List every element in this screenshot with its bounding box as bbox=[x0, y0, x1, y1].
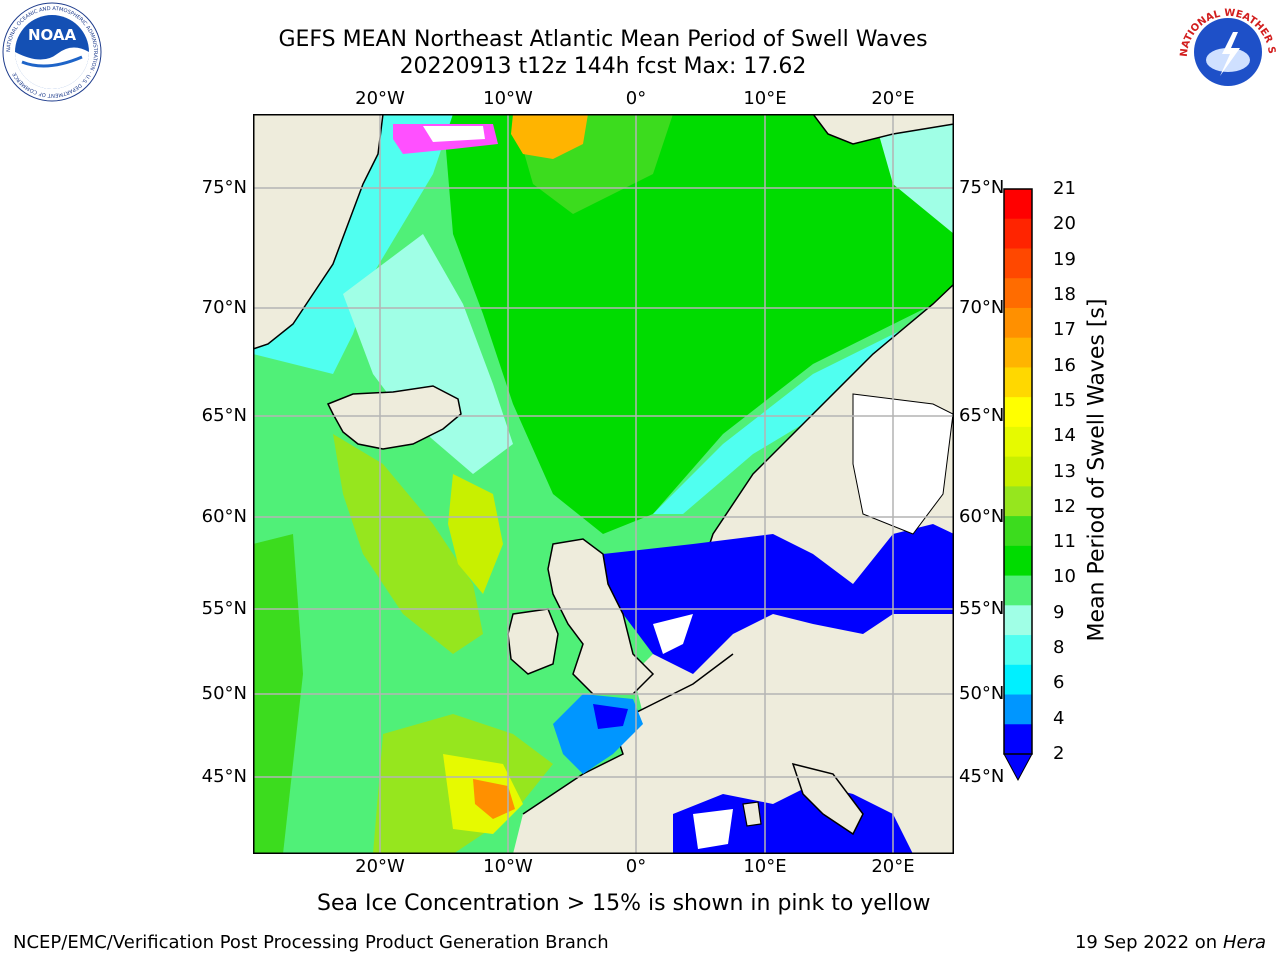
map-border bbox=[253, 114, 954, 854]
corsica-land bbox=[742, 801, 762, 827]
lat-tick-left: 65°N bbox=[201, 405, 247, 426]
colorbar-segment bbox=[1004, 575, 1032, 606]
colorbar-tick-label: 19 bbox=[1053, 248, 1076, 270]
colorbar-tick-label: 10 bbox=[1053, 566, 1076, 588]
map-subtitle: 20220913 t12z 144h fcst Max: 17.62 bbox=[399, 54, 807, 79]
lon-tick-bottom: 0° bbox=[625, 856, 647, 877]
colorbar-segment bbox=[1004, 516, 1032, 547]
colorbar-segment bbox=[1004, 426, 1032, 458]
colorbar-segment bbox=[1004, 367, 1032, 398]
colorbar-tick-label: 6 bbox=[1053, 672, 1065, 694]
map-title: GEFS MEAN Northeast Atlantic Mean Period… bbox=[278, 27, 928, 52]
colorbar-segment bbox=[1004, 307, 1032, 339]
colorbar-label: Mean Period of Swell Waves [s] bbox=[1084, 298, 1110, 642]
italy-land bbox=[791, 762, 864, 836]
lon-tick-bottom: 10°E bbox=[743, 856, 787, 877]
colorbar-segment bbox=[1004, 545, 1032, 577]
colorbar-tick-label: 4 bbox=[1053, 707, 1065, 729]
lon-tick-bottom: 20°W bbox=[355, 856, 405, 877]
north-sea-baltic-low-period bbox=[603, 524, 954, 674]
colorbar-segment bbox=[1004, 189, 1032, 220]
colorbar-tick-label: 16 bbox=[1053, 354, 1076, 376]
lon-tick-top: 0° bbox=[625, 88, 647, 109]
lat-tick-left: 60°N bbox=[201, 506, 247, 527]
sea-ice-area bbox=[511, 114, 588, 159]
swell-band-13s bbox=[448, 474, 503, 594]
graticule bbox=[253, 114, 954, 854]
colorbar-tick-label: 14 bbox=[1053, 425, 1076, 447]
colorbar-tick-label: 17 bbox=[1053, 319, 1076, 341]
lat-tick-left: 55°N bbox=[201, 598, 247, 619]
colorbar-tick-label: 13 bbox=[1053, 460, 1076, 482]
colorbar-segment bbox=[1004, 397, 1032, 428]
colorbar-tick-label: 9 bbox=[1053, 601, 1065, 623]
lat-tick-left: 75°N bbox=[201, 177, 247, 198]
mediterranean-white-patch bbox=[693, 809, 733, 849]
lon-tick-top: 10°W bbox=[483, 88, 533, 109]
lon-tick-top: 10°E bbox=[743, 88, 787, 109]
colorbar-tick-label: 11 bbox=[1053, 531, 1076, 553]
svg-text:NOAA: NOAA bbox=[28, 26, 77, 44]
channel-low-period bbox=[593, 704, 628, 729]
colorbar-segment bbox=[1004, 456, 1032, 487]
lon-tick-bottom: 20°E bbox=[871, 856, 915, 877]
sea-ice-area bbox=[423, 126, 485, 142]
lat-tick-right: 50°N bbox=[959, 683, 1005, 704]
lon-tick-top: 20°W bbox=[355, 88, 405, 109]
colorbar-tick-label: 21 bbox=[1053, 178, 1076, 199]
gulf-of-bothnia-white bbox=[852, 393, 954, 535]
swell-band-12s bbox=[333, 434, 483, 654]
date-stamp: 19 Sep 2022 on Hera bbox=[1074, 932, 1266, 953]
lat-tick-right: 65°N bbox=[959, 405, 1005, 426]
colorbar-segment bbox=[1004, 337, 1032, 368]
colorbar-segment bbox=[1004, 694, 1032, 725]
lat-tick-left: 45°N bbox=[201, 766, 247, 787]
lon-tick-bottom: 10°W bbox=[483, 856, 533, 877]
colorbar-segment bbox=[1004, 605, 1032, 636]
colorbar-segment bbox=[1004, 218, 1032, 249]
colorbar-tick-label: 18 bbox=[1053, 283, 1076, 305]
lat-tick-left: 50°N bbox=[201, 683, 247, 704]
lat-tick-right: 55°N bbox=[959, 598, 1005, 619]
nws-logo: NATIONAL WEATHER SERVICE bbox=[1174, 0, 1278, 102]
swell-band-10s bbox=[443, 114, 954, 534]
colorbar-segment bbox=[1004, 278, 1032, 309]
colorbar-segment bbox=[1004, 486, 1032, 517]
colorbar-segment bbox=[1004, 635, 1032, 666]
colorbar-extend-arrow bbox=[1003, 753, 1033, 782]
iceland-land bbox=[326, 385, 462, 450]
colorbar-tick-label: 8 bbox=[1053, 637, 1065, 659]
lat-tick-right: 60°N bbox=[959, 506, 1005, 527]
credit-text: NCEP/EMC/Verification Post Processing Pr… bbox=[13, 932, 609, 953]
colorbar-segment bbox=[1004, 248, 1032, 279]
colorbar-segment bbox=[1004, 664, 1032, 696]
lat-tick-right: 70°N bbox=[959, 297, 1005, 318]
colorbar-tick-label: 2 bbox=[1053, 743, 1065, 764]
north-sea-white-patch bbox=[653, 614, 693, 654]
colorbar-tick-label: 20 bbox=[1053, 213, 1076, 235]
colorbar-segment bbox=[1004, 724, 1032, 755]
colorbar-outline bbox=[1003, 188, 1033, 755]
swell-period-map bbox=[253, 114, 954, 854]
colorbar-tick-label: 12 bbox=[1053, 495, 1076, 517]
norway-coastline bbox=[692, 283, 954, 595]
lat-tick-right: 75°N bbox=[959, 177, 1005, 198]
lat-tick-right: 45°N bbox=[959, 766, 1005, 787]
colorbar bbox=[1003, 188, 1039, 792]
swell-max-17s bbox=[473, 779, 515, 819]
colorbar-tick-label: 15 bbox=[1053, 389, 1076, 411]
swell-band-8s bbox=[343, 234, 513, 474]
noaa-logo: NOAA NATIONAL OCEANIC AND ATMOSPHERIC AD… bbox=[2, 2, 102, 102]
lat-tick-left: 70°N bbox=[201, 297, 247, 318]
lon-tick-top: 20°E bbox=[871, 88, 915, 109]
